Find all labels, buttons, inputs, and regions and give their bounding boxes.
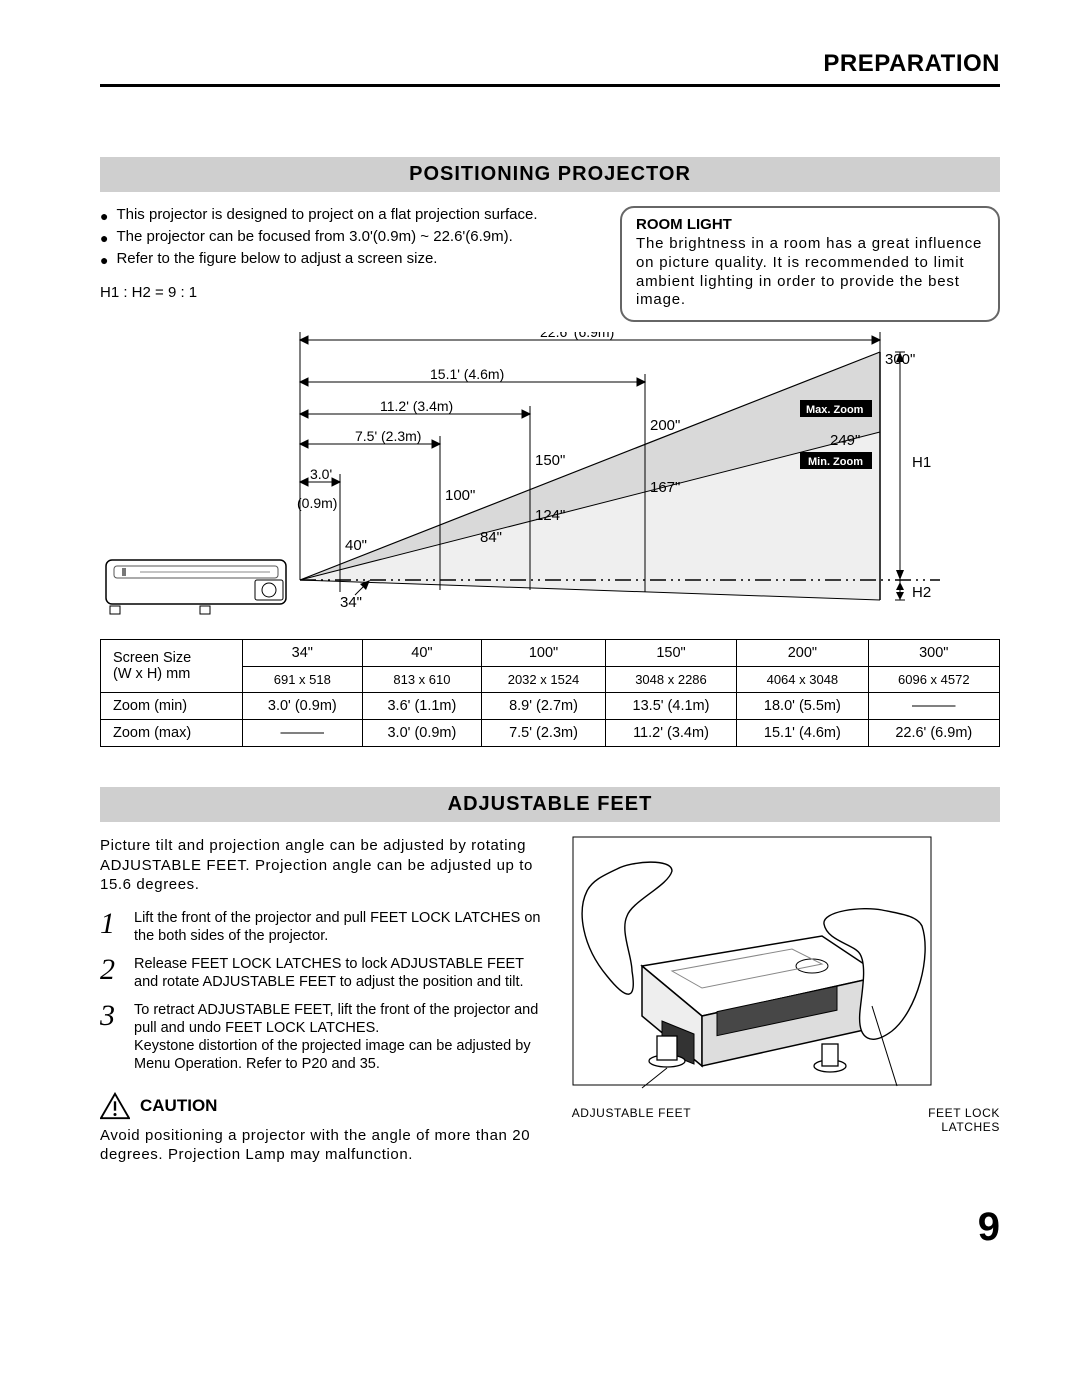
dist-label-4a: 3.0'	[310, 466, 332, 482]
svg-text:Max. Zoom: Max. Zoom	[806, 404, 864, 416]
zmin-2: 8.9' (2.7m)	[482, 693, 606, 720]
bullet-3: ●Refer to the figure below to adjust a s…	[100, 250, 600, 270]
page-number: 9	[100, 1205, 1000, 1250]
svg-text:249": 249"	[830, 432, 860, 449]
zmin-4: 18.0' (5.5m)	[737, 693, 868, 720]
step-2: 2 Release FEET LOCK LATCHES to lock ADJU…	[100, 955, 550, 991]
bullet-1-text: This projector is designed to project on…	[116, 206, 537, 223]
dim-4: 4064 x 3048	[737, 667, 868, 693]
dim-0: 691 x 518	[243, 667, 363, 693]
zmin-1: 3.6' (1.1m)	[362, 693, 482, 720]
svg-text:Min. Zoom: Min. Zoom	[808, 456, 863, 468]
dim-5: 6096 x 4572	[868, 667, 999, 693]
svg-text:150": 150"	[535, 452, 565, 469]
step-3: 3 To retract ADJUSTABLE FEET, lift the f…	[100, 1001, 550, 1074]
svg-text:124": 124"	[535, 507, 565, 524]
bullet-1: ●This projector is designed to project o…	[100, 206, 600, 226]
th-zoom-max: Zoom (max)	[101, 720, 243, 747]
dist-label-3: 7.5' (2.3m)	[355, 428, 421, 444]
dim-3: 3048 x 2286	[605, 667, 736, 693]
step-1-text: Lift the front of the projector and pull…	[134, 909, 550, 945]
th-screen-size-unit: (W x H) mm	[113, 666, 190, 682]
room-light-title: ROOM LIGHT	[636, 216, 984, 233]
zmin-5: ———	[868, 693, 999, 720]
zmax-3: 11.2' (3.4m)	[605, 720, 736, 747]
dim-1: 813 x 610	[362, 667, 482, 693]
svg-text:40": 40"	[345, 537, 367, 554]
illus-label-left: ADJUSTABLE FEET	[572, 1106, 691, 1134]
step-num-2: 2	[100, 955, 134, 991]
ratio-text: H1 : H2 = 9 : 1	[100, 284, 600, 301]
adjustable-feet-illustration: ADJUSTABLE FEET FEET LOCK LATCHES	[572, 836, 1000, 1165]
col-5: 300"	[868, 640, 999, 667]
adjust-intro: Picture tilt and projection angle can be…	[100, 836, 550, 895]
svg-text:167": 167"	[650, 479, 680, 496]
th-screen-size: Screen Size	[113, 650, 191, 666]
step-num-3: 3	[100, 1001, 134, 1074]
svg-text:200": 200"	[650, 417, 680, 434]
warning-icon	[100, 1092, 130, 1120]
step-num-1: 1	[100, 909, 134, 945]
page-header: PREPARATION	[100, 50, 1000, 87]
svg-text:H2: H2	[912, 584, 931, 601]
zmin-0: 3.0' (0.9m)	[243, 693, 363, 720]
svg-text:34": 34"	[340, 594, 362, 611]
caution-body: Avoid positioning a projector with the a…	[100, 1126, 550, 1165]
room-light-body: The brightness in a room has a great inf…	[636, 235, 984, 310]
svg-text:100": 100"	[445, 487, 475, 504]
projector-icon	[106, 560, 286, 614]
step-2-text: Release FEET LOCK LATCHES to lock ADJUST…	[134, 955, 550, 991]
dist-label-4b: (0.9m)	[297, 495, 337, 511]
dim-2: 2032 x 1524	[482, 667, 606, 693]
section-positioning-title: POSITIONING PROJECTOR	[100, 157, 1000, 192]
caution-title: CAUTION	[140, 1096, 217, 1116]
zmax-0: ———	[243, 720, 363, 747]
col-2: 100"	[482, 640, 606, 667]
illus-label-right: FEET LOCK LATCHES	[928, 1106, 1000, 1134]
dist-label-0: 22.6' (6.9m)	[540, 332, 614, 340]
svg-text:H1: H1	[912, 454, 931, 471]
zmax-1: 3.0' (0.9m)	[362, 720, 482, 747]
room-light-panel: ROOM LIGHT The brightness in a room has …	[620, 206, 1000, 322]
col-1: 40"	[362, 640, 482, 667]
zmin-3: 13.5' (4.1m)	[605, 693, 736, 720]
bullet-3-text: Refer to the figure below to adjust a sc…	[116, 250, 437, 267]
step-3-text: To retract ADJUSTABLE FEET, lift the fro…	[134, 1001, 550, 1074]
projection-diagram: 22.6' (6.9m) 15.1' (4.6m) 11.2' (3.4m) 7…	[100, 332, 1000, 627]
bullet-2-text: The projector can be focused from 3.0'(0…	[116, 228, 512, 245]
screen-size-table: Screen Size (W x H) mm 34" 40" 100" 150"…	[100, 639, 1000, 747]
step-1: 1 Lift the front of the projector and pu…	[100, 909, 550, 945]
zmax-2: 7.5' (2.3m)	[482, 720, 606, 747]
svg-text:84": 84"	[480, 529, 502, 546]
zmax-5: 22.6' (6.9m)	[868, 720, 999, 747]
dist-label-2: 11.2' (3.4m)	[380, 398, 453, 414]
col-3: 150"	[605, 640, 736, 667]
dist-label-1: 15.1' (4.6m)	[430, 366, 504, 382]
col-0: 34"	[243, 640, 363, 667]
bullet-2: ●The projector can be focused from 3.0'(…	[100, 228, 600, 248]
caution-header: CAUTION	[100, 1092, 550, 1120]
th-zoom-min: Zoom (min)	[101, 693, 243, 720]
col-4: 200"	[737, 640, 868, 667]
zmax-4: 15.1' (4.6m)	[737, 720, 868, 747]
section-adjustable-title: ADJUSTABLE FEET	[100, 787, 1000, 822]
